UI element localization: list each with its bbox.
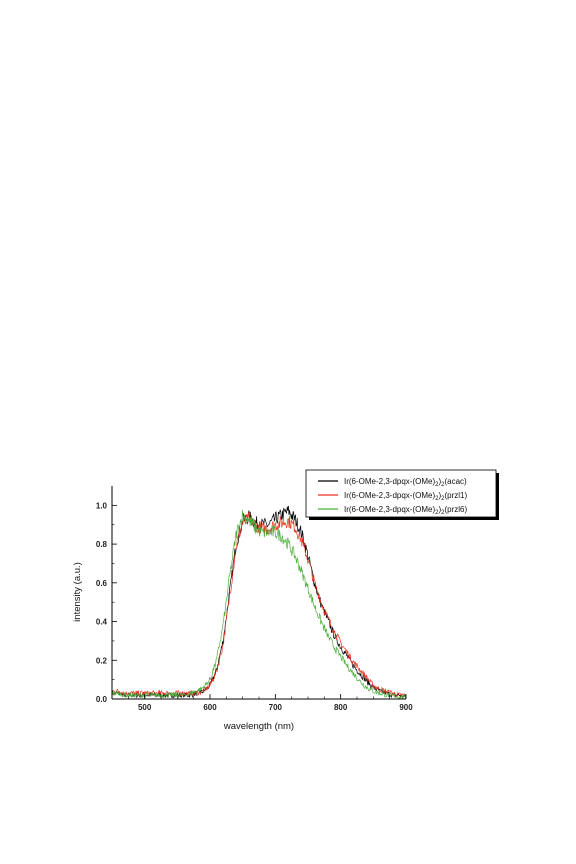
y-tick-label: 0.2	[96, 656, 108, 665]
legend-entry-2: Ir(6-OMe-2,3-dpqx-(OMe)2)2(przl1)	[344, 491, 467, 502]
ticks-layer: 500 600 700 800 900 0.0 0.2 0.4 0.6 0.8 1.0	[96, 501, 413, 712]
series-line-2	[111, 512, 407, 698]
x-tick-label: 500	[138, 703, 152, 712]
y-tick-label: 0.0	[96, 695, 108, 704]
y-tick-label: 0.8	[96, 540, 108, 549]
x-axis-title: wavelength (nm)	[223, 721, 294, 732]
series-layer	[111, 505, 407, 700]
x-tick-label: 800	[334, 703, 348, 712]
x-tick-label: 600	[203, 703, 217, 712]
series-line-3	[111, 510, 407, 700]
legend: Ir(6-OMe-2,3-dpqx-(OMe)2)2(acac) Ir(6-OMe…	[305, 469, 499, 520]
y-tick-label: 0.4	[96, 618, 108, 627]
y-tick-label: 0.6	[96, 579, 108, 588]
y-tick-label: 1.0	[96, 501, 108, 510]
series-line-1	[111, 505, 407, 699]
legend-entry-1: Ir(6-OMe-2,3-dpqx-(OMe)2)2(acac)	[344, 477, 467, 488]
x-tick-label: 700	[269, 703, 283, 712]
y-axis-title: intensity (a.u.)	[72, 562, 83, 622]
x-tick-label: 900	[399, 703, 413, 712]
legend-entry-3: Ir(6-OMe-2,3-dpqx-(OMe)2)2(przl6)	[344, 505, 467, 516]
